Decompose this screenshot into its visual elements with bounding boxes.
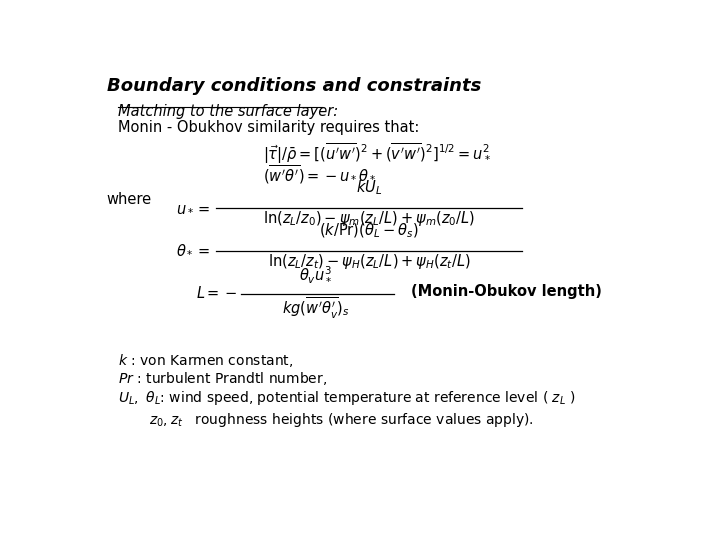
Text: $\ln(z_L/z_t) - \psi_H(z_L/L) + \psi_H(z_t/L)$: $\ln(z_L/z_t) - \psi_H(z_L/L) + \psi_H(z…: [268, 252, 470, 271]
Text: $\theta_* = $: $\theta_* = $: [176, 242, 210, 258]
Text: $|\vec{\tau}|/ \bar{\rho} = [(\overline{u^\prime w^\prime})^2 + (\overline{v^\pr: $|\vec{\tau}|/ \bar{\rho} = [(\overline{…: [263, 141, 491, 165]
Text: $\theta_v u_*^3$: $\theta_v u_*^3$: [300, 265, 333, 285]
Text: $k$ : von Karmen constant,: $k$ : von Karmen constant,: [118, 352, 293, 369]
Text: $\ln(z_L/z_0) - \psi_m(z_L/L) + \psi_m(z_0/L)$: $\ln(z_L/z_0) - \psi_m(z_L/L) + \psi_m(z…: [263, 210, 475, 228]
Text: Boundary conditions and constraints: Boundary conditions and constraints: [107, 77, 481, 95]
Text: $L = -$: $L = -$: [196, 286, 238, 301]
Text: $u_* = $: $u_* = $: [176, 199, 210, 214]
Text: $kg(\overline{w^\prime \theta_v^\prime})_s$: $kg(\overline{w^\prime \theta_v^\prime})…: [282, 295, 350, 321]
Text: Matching to the surface layer:: Matching to the surface layer:: [118, 104, 338, 119]
Text: Monin - Obukhov similarity requires that:: Monin - Obukhov similarity requires that…: [118, 120, 419, 134]
Text: (Monin-Obukov length): (Monin-Obukov length): [411, 284, 602, 299]
Text: where: where: [107, 192, 152, 207]
Text: $U_L,\ \theta_L$: wind speed, potential temperature at reference level ( $z_L$ ): $U_L,\ \theta_L$: wind speed, potential …: [118, 389, 575, 407]
Text: $kU_L$: $kU_L$: [356, 178, 382, 197]
Text: $Pr$ : turbulent Prandtl number,: $Pr$ : turbulent Prandtl number,: [118, 370, 327, 387]
Text: $(k / \mathrm{Pr})(\theta_L - \theta_s)$: $(k / \mathrm{Pr})(\theta_L - \theta_s)$: [319, 222, 419, 240]
Text: $(\overline{w^\prime \theta^\prime}) = -u_* \theta_*$: $(\overline{w^\prime \theta^\prime}) = -…: [263, 163, 377, 186]
Text: $z_0, z_t$   roughness heights (where surface values apply).: $z_0, z_t$ roughness heights (where surf…: [148, 411, 534, 429]
